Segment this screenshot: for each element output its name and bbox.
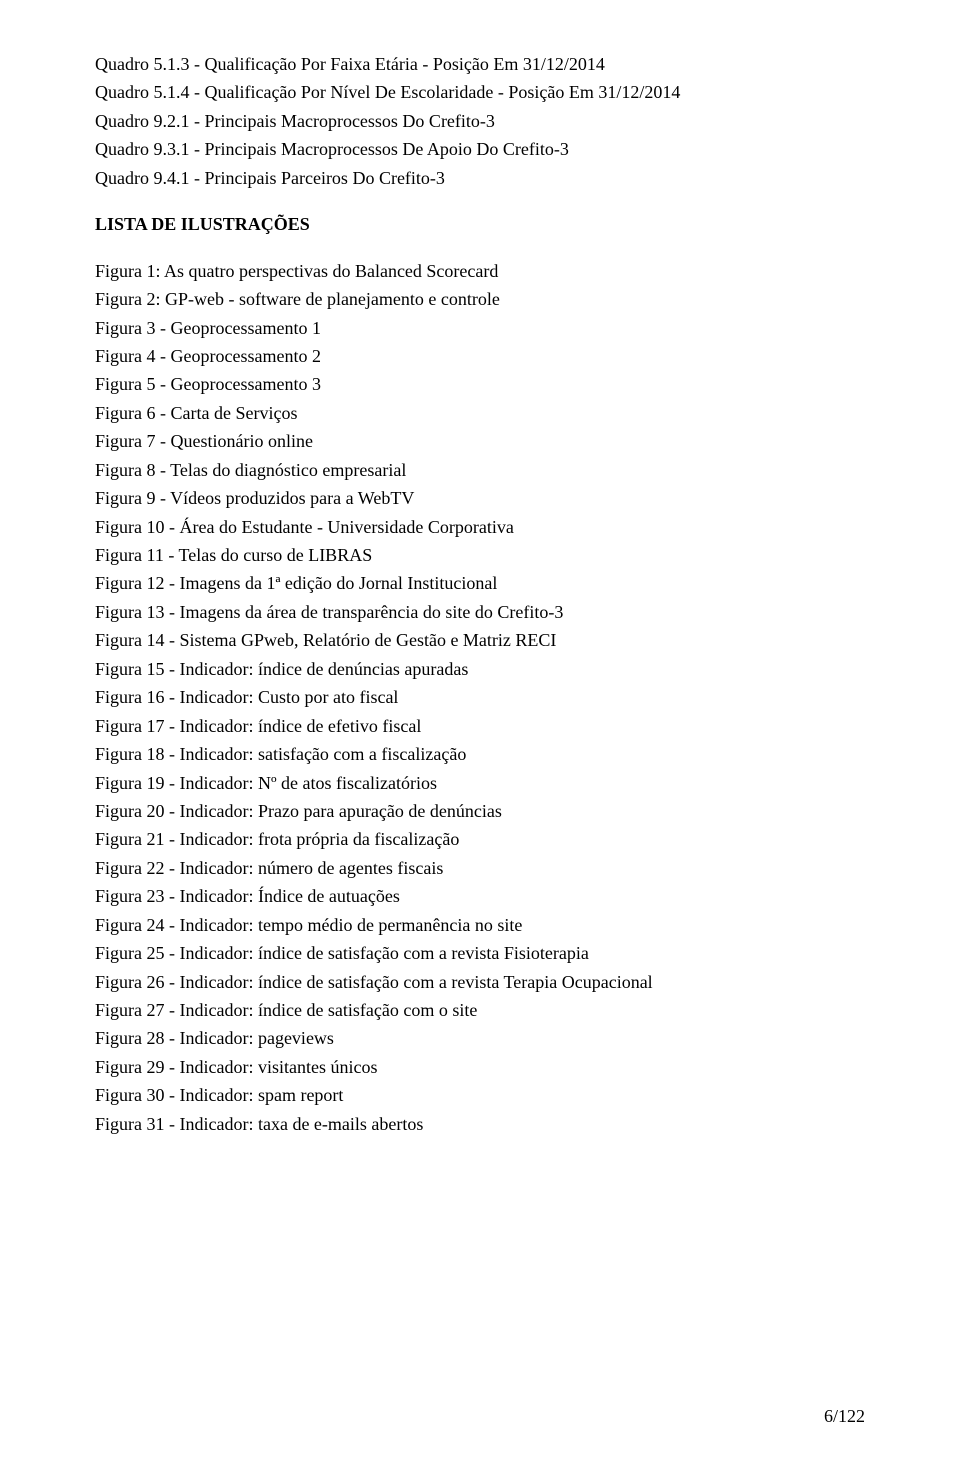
figura-line: Figura 29 - Indicador: visitantes únicos bbox=[95, 1053, 865, 1081]
figura-line: Figura 13 - Imagens da área de transparê… bbox=[95, 598, 865, 626]
figura-line: Figura 9 - Vídeos produzidos para a WebT… bbox=[95, 484, 865, 512]
figura-line: Figura 19 - Indicador: Nº de atos fiscal… bbox=[95, 769, 865, 797]
figura-line: Figura 15 - Indicador: índice de denúnci… bbox=[95, 655, 865, 683]
blank-line bbox=[95, 239, 865, 257]
section-title: LISTA DE ILUSTRAÇÕES bbox=[95, 210, 865, 238]
quadro-line: Quadro 9.4.1 - Principais Parceiros Do C… bbox=[95, 164, 865, 192]
figura-line: Figura 7 - Questionário online bbox=[95, 427, 865, 455]
figura-line: Figura 5 - Geoprocessamento 3 bbox=[95, 370, 865, 398]
figura-line: Figura 17 - Indicador: índice de efetivo… bbox=[95, 712, 865, 740]
figura-line: Figura 20 - Indicador: Prazo para apuraç… bbox=[95, 797, 865, 825]
figura-line: Figura 16 - Indicador: Custo por ato fis… bbox=[95, 683, 865, 711]
figura-line: Figura 3 - Geoprocessamento 1 bbox=[95, 314, 865, 342]
figura-line: Figura 11 - Telas do curso de LIBRAS bbox=[95, 541, 865, 569]
figura-line: Figura 23 - Indicador: Índice de autuaçõ… bbox=[95, 882, 865, 910]
figura-line: Figura 30 - Indicador: spam report bbox=[95, 1081, 865, 1109]
figura-line: Figura 24 - Indicador: tempo médio de pe… bbox=[95, 911, 865, 939]
figura-line: Figura 10 - Área do Estudante - Universi… bbox=[95, 513, 865, 541]
blank-line bbox=[95, 192, 865, 210]
figura-line: Figura 4 - Geoprocessamento 2 bbox=[95, 342, 865, 370]
figura-line: Figura 18 - Indicador: satisfação com a … bbox=[95, 740, 865, 768]
figura-line: Figura 27 - Indicador: índice de satisfa… bbox=[95, 996, 865, 1024]
quadro-line: Quadro 5.1.3 - Qualificação Por Faixa Et… bbox=[95, 50, 865, 78]
figura-line: Figura 6 - Carta de Serviços bbox=[95, 399, 865, 427]
figura-line: Figura 8 - Telas do diagnóstico empresar… bbox=[95, 456, 865, 484]
figura-line: Figura 2: GP-web - software de planejame… bbox=[95, 285, 865, 313]
figura-line: Figura 28 - Indicador: pageviews bbox=[95, 1024, 865, 1052]
figura-line: Figura 26 - Indicador: índice de satisfa… bbox=[95, 968, 865, 996]
figura-line: Figura 21 - Indicador: frota própria da … bbox=[95, 825, 865, 853]
figura-line: Figura 12 - Imagens da 1ª edição do Jorn… bbox=[95, 569, 865, 597]
figura-line: Figura 14 - Sistema GPweb, Relatório de … bbox=[95, 626, 865, 654]
quadro-line: Quadro 5.1.4 - Qualificação Por Nível De… bbox=[95, 78, 865, 106]
quadro-line: Quadro 9.2.1 - Principais Macroprocessos… bbox=[95, 107, 865, 135]
figura-line: Figura 22 - Indicador: número de agentes… bbox=[95, 854, 865, 882]
page-number: 6/122 bbox=[824, 1406, 865, 1427]
document-page: Quadro 5.1.3 - Qualificação Por Faixa Et… bbox=[0, 0, 960, 1457]
figura-line: Figura 31 - Indicador: taxa de e-mails a… bbox=[95, 1110, 865, 1138]
figura-line: Figura 25 - Indicador: índice de satisfa… bbox=[95, 939, 865, 967]
figura-line: Figura 1: As quatro perspectivas do Bala… bbox=[95, 257, 865, 285]
quadro-line: Quadro 9.3.1 - Principais Macroprocessos… bbox=[95, 135, 865, 163]
